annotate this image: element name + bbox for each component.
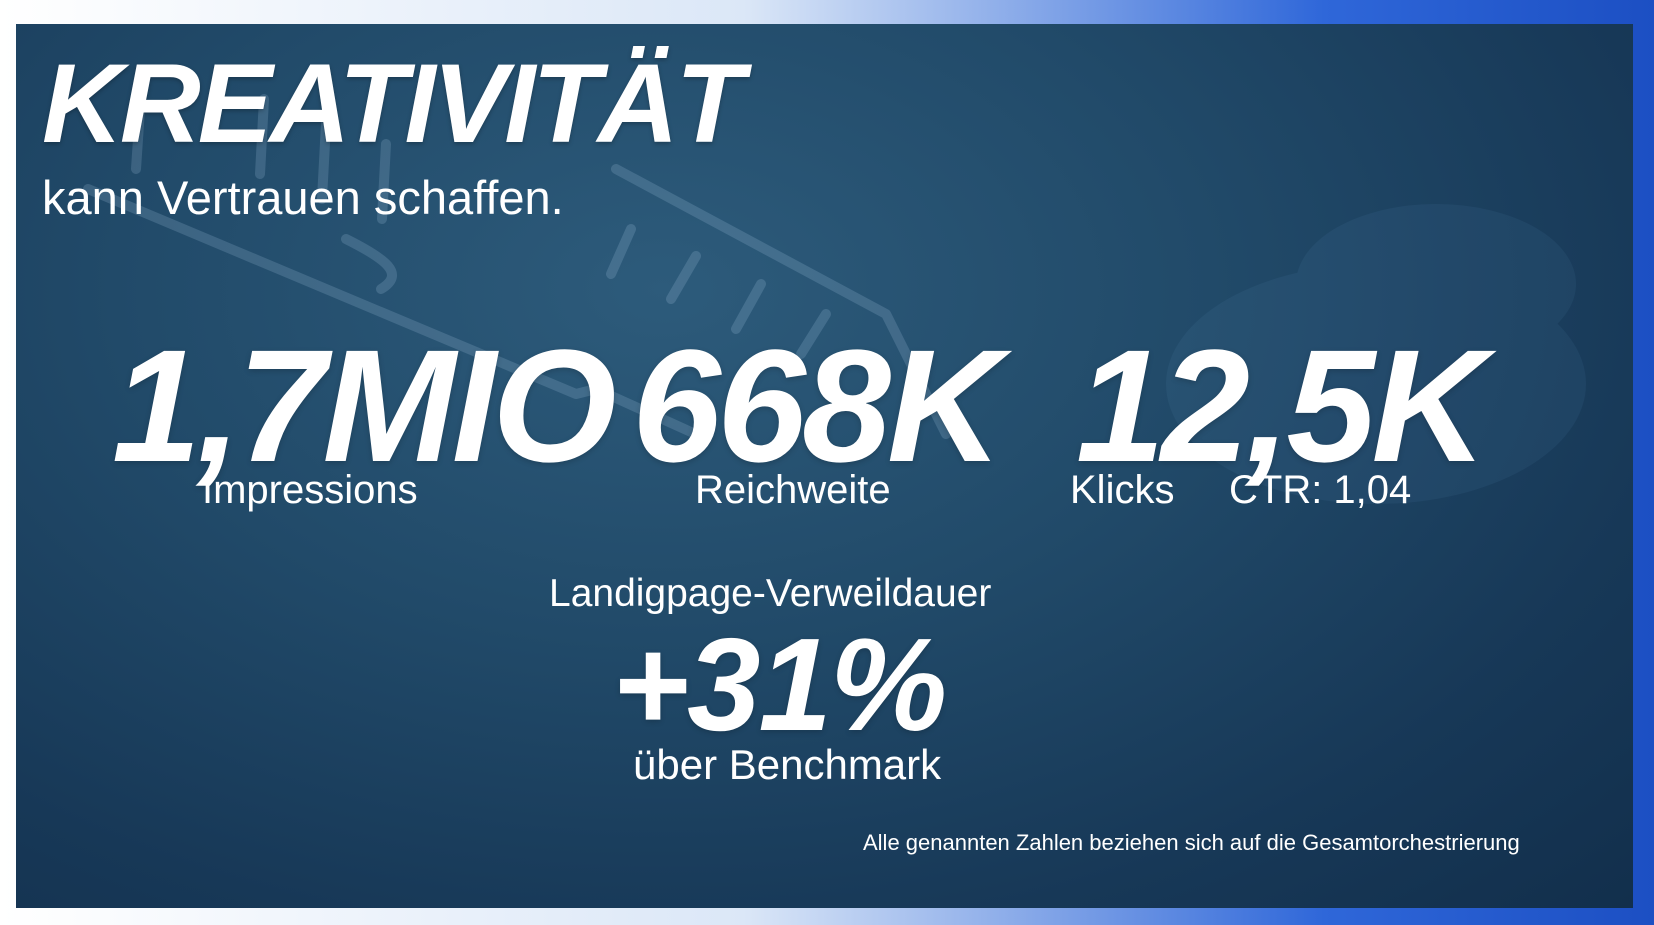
clicks-value: 12,5K: [1076, 316, 1487, 495]
ctr-label: CTR: 1,04: [1229, 468, 1412, 512]
benchmark-label: über Benchmark: [633, 741, 942, 788]
impressions-label: Impressions: [202, 468, 418, 512]
landing-page-label: Landigpage-Verweildauer: [549, 572, 992, 615]
slide-panel: KREATIVITÄT kann Vertrauen schaffen. 1,7…: [16, 24, 1633, 908]
reach-value: 668K: [632, 316, 1002, 495]
footnote: Alle genannten Zahlen beziehen sich auf …: [863, 830, 1520, 855]
impressions-value: 1,7MIO: [112, 316, 617, 495]
landing-page-value: +31%: [612, 611, 947, 758]
clicks-label: Klicks: [1070, 468, 1175, 512]
background-illustration: [83, 89, 1586, 504]
page-title: KREATIVITÄT: [42, 41, 744, 166]
page-subtitle: kann Vertrauen schaffen.: [42, 171, 564, 224]
reach-label: Reichweite: [695, 468, 891, 512]
